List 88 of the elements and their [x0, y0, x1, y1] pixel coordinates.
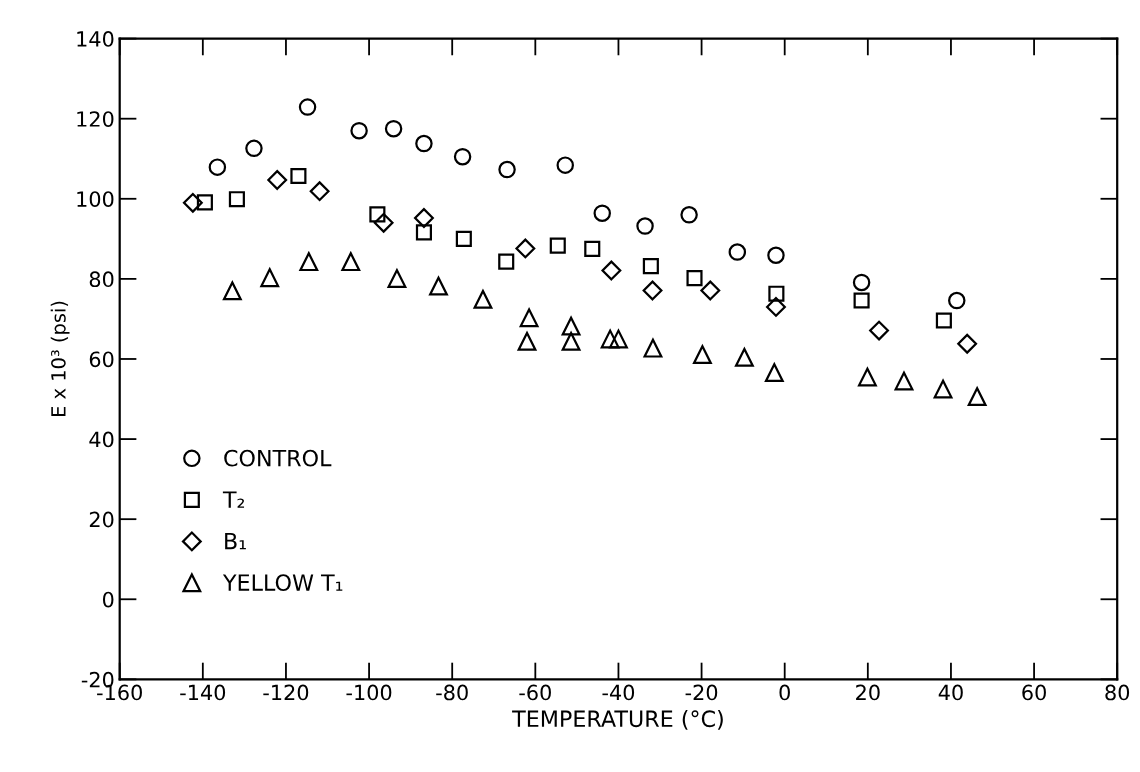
- point: [766, 296, 786, 317]
- y-tick-label: 40: [89, 431, 114, 448]
- point: [768, 285, 785, 302]
- point: [498, 160, 516, 179]
- point: [643, 338, 663, 358]
- point: [387, 269, 407, 288]
- point: [267, 170, 288, 190]
- point: [196, 194, 213, 211]
- point: [453, 147, 472, 166]
- point: [556, 156, 574, 174]
- point: [429, 276, 448, 296]
- point: [601, 260, 622, 281]
- y-tick-label: 20: [89, 511, 114, 528]
- point: [228, 191, 245, 208]
- x-tick-label: 0: [779, 684, 790, 701]
- point: [415, 134, 433, 153]
- point: [593, 204, 611, 222]
- y-tick-label: 120: [77, 111, 114, 127]
- legend-label: T₂: [222, 491, 245, 508]
- point: [498, 253, 515, 270]
- point: [182, 192, 203, 213]
- point: [299, 252, 319, 272]
- point: [473, 289, 493, 309]
- x-tick-label: -40: [602, 684, 635, 701]
- y-tick-label: 0: [102, 591, 114, 608]
- point: [636, 217, 654, 235]
- point: [561, 331, 581, 351]
- point: [260, 268, 280, 288]
- point: [764, 363, 784, 383]
- point: [561, 316, 581, 336]
- point: [245, 139, 263, 158]
- point: [298, 98, 317, 116]
- point: [680, 206, 698, 224]
- point: [853, 292, 870, 309]
- point: [852, 273, 871, 292]
- point: [734, 347, 754, 367]
- y-tick-label: 100: [77, 191, 114, 207]
- point: [384, 119, 403, 138]
- point: [549, 237, 566, 254]
- x-tick-label: 60: [1022, 684, 1046, 701]
- point: [894, 371, 914, 391]
- y-tick-label: 60: [89, 351, 114, 368]
- legend-label: CONTROL: [224, 449, 332, 467]
- point: [309, 181, 330, 202]
- point: [455, 230, 472, 247]
- x-tick-label: -120: [263, 684, 309, 701]
- point: [350, 121, 368, 140]
- point: [584, 240, 601, 257]
- point: [517, 331, 537, 351]
- point: [935, 312, 952, 329]
- point: [515, 238, 536, 259]
- point: [857, 367, 877, 387]
- point: [869, 320, 889, 341]
- x-tick-label: 20: [856, 684, 880, 701]
- point: [290, 167, 307, 185]
- x-tick-label: -20: [685, 684, 718, 701]
- point: [609, 329, 628, 349]
- x-tick-label: -140: [180, 684, 226, 701]
- x-axis-title: TEMPERATURE (°C): [512, 709, 723, 730]
- x-tick-label: 80: [1105, 684, 1130, 701]
- y-axis-title: E x 10³ (psi): [50, 301, 70, 417]
- point: [728, 243, 747, 261]
- point: [767, 246, 785, 265]
- point: [933, 379, 953, 399]
- point: [208, 158, 227, 176]
- point: [700, 280, 721, 301]
- point: [341, 252, 361, 272]
- point: [519, 308, 539, 328]
- x-tick-label: 40: [938, 684, 963, 701]
- x-tick-label: -100: [346, 684, 392, 701]
- point: [222, 281, 242, 301]
- y-tick-label: 140: [77, 31, 114, 47]
- point: [686, 270, 703, 287]
- point: [373, 212, 394, 233]
- point: [415, 224, 432, 241]
- point: [642, 258, 659, 275]
- point: [413, 208, 434, 228]
- x-tick-label: -60: [519, 684, 551, 701]
- point: [967, 387, 987, 407]
- point: [600, 329, 620, 349]
- x-tick-label: -80: [436, 684, 468, 701]
- legend-label: B₁: [225, 532, 246, 550]
- point: [957, 333, 978, 354]
- legend-label: YELLOW T₁: [222, 574, 343, 591]
- point: [948, 291, 966, 310]
- y-tick-label: 80: [89, 271, 114, 288]
- point: [642, 280, 663, 301]
- point: [692, 345, 712, 365]
